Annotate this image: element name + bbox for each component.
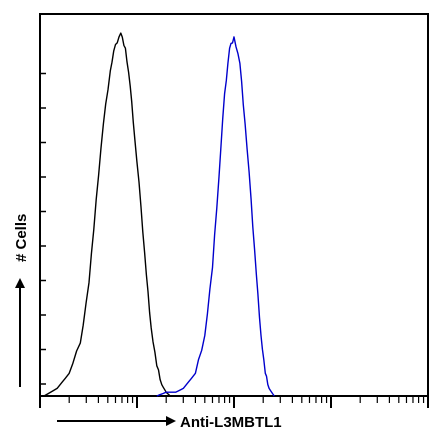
anti-l3mbtl1-histogram-line <box>156 36 275 397</box>
control-histogram-line <box>43 32 171 397</box>
x-axis-ticks <box>39 396 429 408</box>
x-axis-arrow-head <box>166 416 176 426</box>
histogram-curves <box>43 32 275 397</box>
x-axis-label: Anti-L3MBTL1 <box>180 414 282 431</box>
y-axis-ticks <box>40 72 46 385</box>
plot-frame <box>39 13 429 397</box>
y-axis-label: # Cells <box>13 214 30 262</box>
y-axis-arrow-head <box>15 278 25 288</box>
